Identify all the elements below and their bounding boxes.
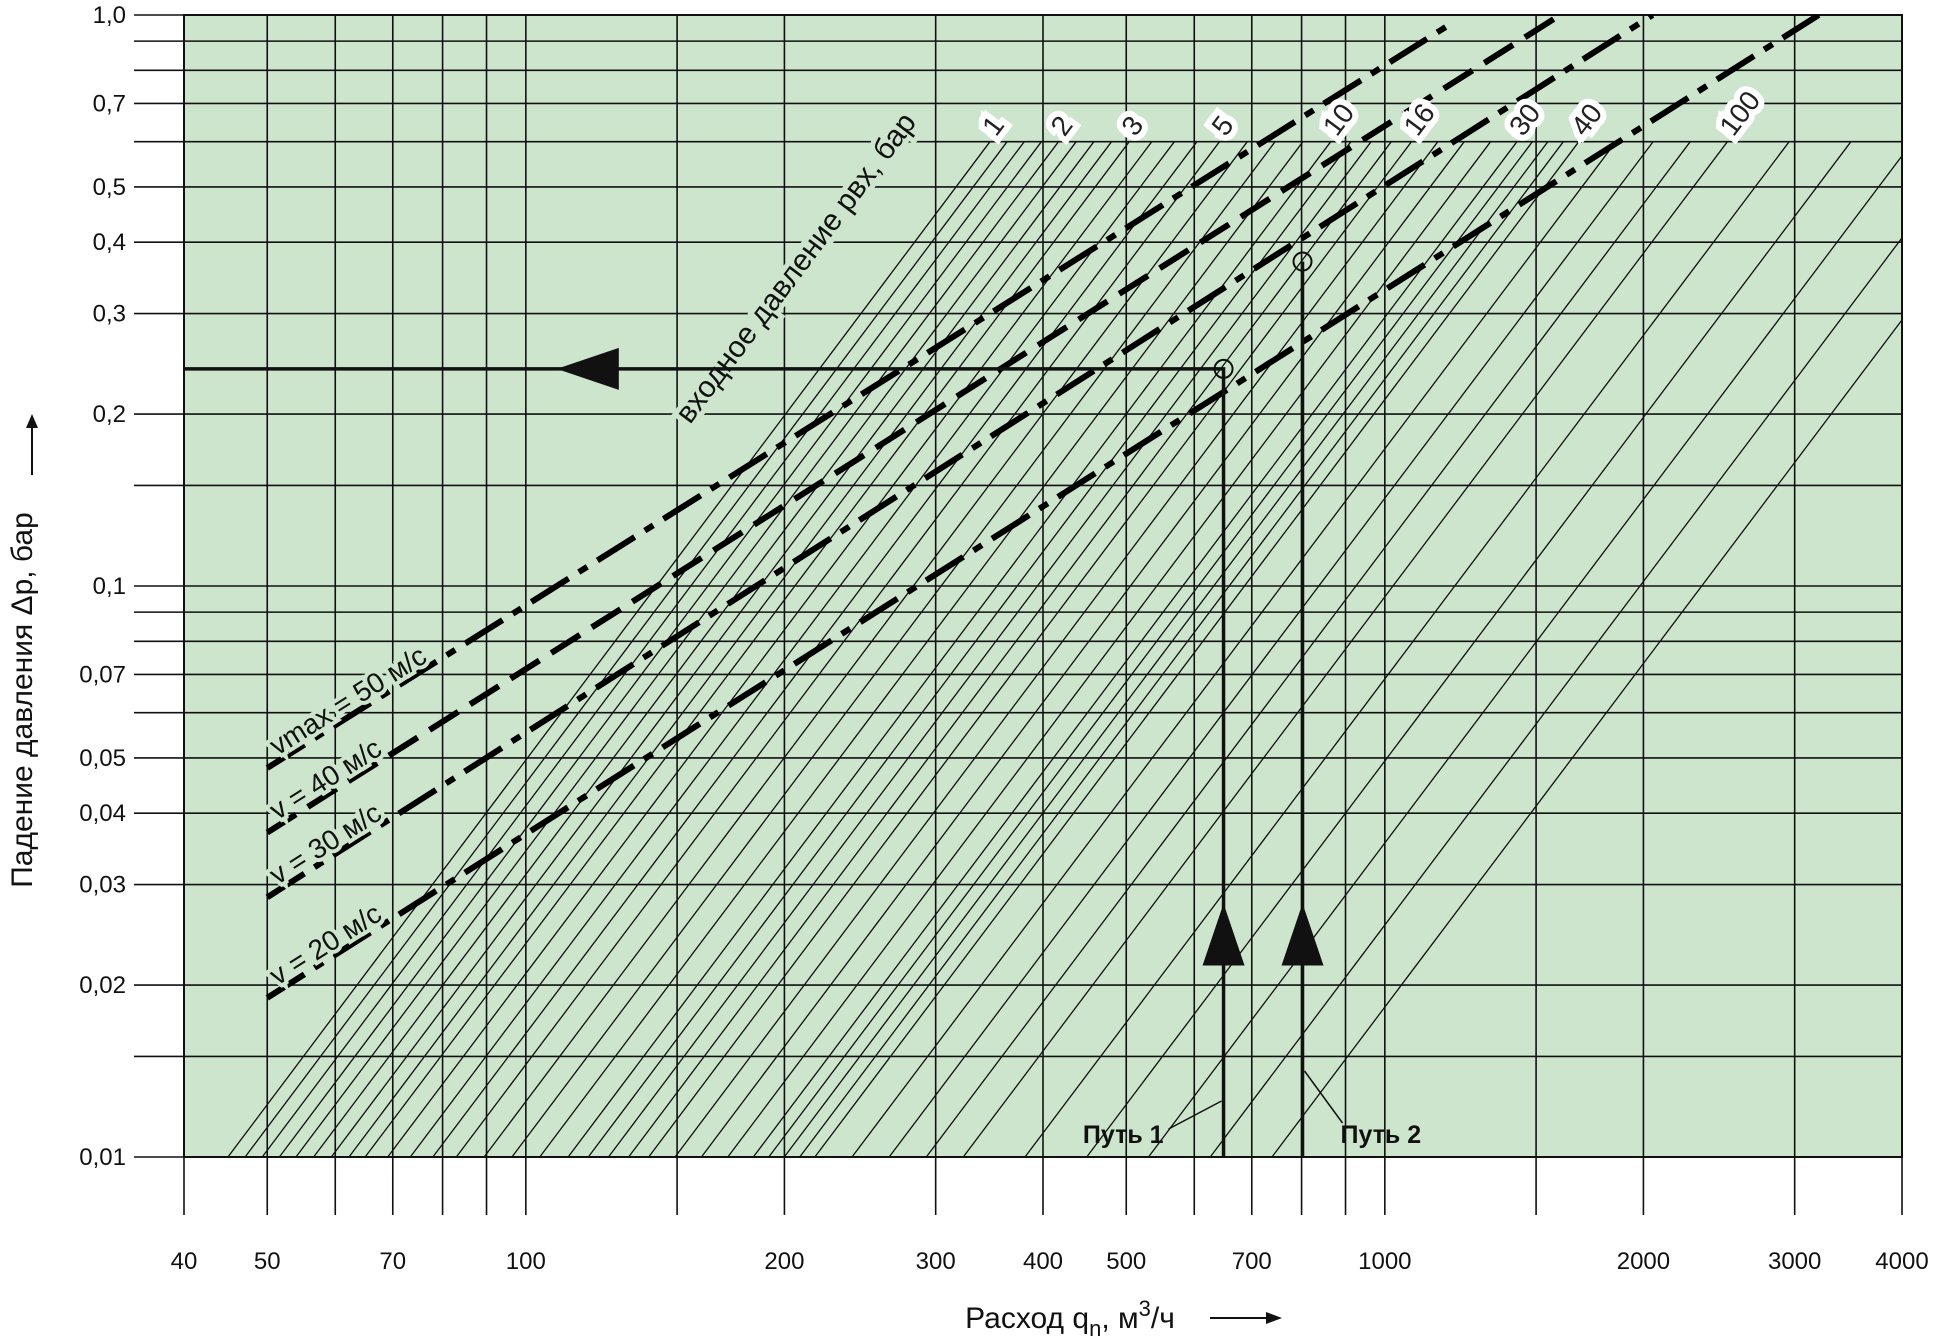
- minor-pressure-line: [700, 141, 1465, 1157]
- minor-pressure-line: [674, 141, 1439, 1157]
- path-arrowhead: [556, 347, 619, 390]
- minor-pressure-line: [587, 141, 1352, 1157]
- plot-border: [183, 14, 1903, 1158]
- path-point: [1292, 251, 1313, 272]
- y-tick-label: 0,5: [93, 174, 126, 201]
- minor-pressure-line: [768, 141, 1533, 1157]
- y-tick-label: 0,3: [93, 301, 126, 328]
- minor-pressure-line: [851, 141, 1617, 1157]
- x-title-part: /ч: [1151, 1302, 1175, 1335]
- pressure-line: [364, 141, 1130, 1157]
- x-tick-label: 3000: [1768, 1248, 1821, 1275]
- y-tick-label: 0,02: [79, 972, 126, 999]
- x-title-part: Расход q: [965, 1302, 1089, 1335]
- minor-pressure-line: [387, 141, 1153, 1157]
- minor-pressure-line: [607, 141, 1372, 1157]
- minor-pressure-line: [783, 141, 1549, 1157]
- path-line: [184, 367, 1226, 1157]
- minor-pressure-line: [278, 141, 1042, 1157]
- y-axis-title: Падение давления Δp, бар: [6, 512, 39, 888]
- minor-pressure-line: [799, 141, 1564, 1157]
- pressure-line: [648, 141, 1412, 1157]
- path-point: [1213, 358, 1234, 379]
- x-tick-label: 50: [254, 1248, 281, 1275]
- minor-pressure-line: [925, 141, 1691, 1157]
- x-tick-label: 40: [171, 1248, 198, 1275]
- x-axis-title: Расход qn, м3/ч: [965, 1296, 1175, 1340]
- path-leader: [1168, 1100, 1222, 1130]
- y-axis-arrowhead: [26, 414, 38, 428]
- minor-pressure-line: [727, 141, 1492, 1157]
- x-tick-label: 4000: [1875, 1248, 1928, 1275]
- y-tick-label: 0,2: [93, 401, 126, 428]
- x-tick-label: 200: [764, 1248, 804, 1275]
- x-tick-label: 300: [916, 1248, 956, 1275]
- pressure-line: [567, 141, 1332, 1157]
- y-tick-label: 0,05: [79, 745, 126, 772]
- pressure-line: [814, 141, 1580, 1157]
- velocity-line: [265, 15, 1821, 1001]
- x-tick-label: 2000: [1617, 1248, 1670, 1275]
- minor-pressure-line: [261, 141, 1025, 1157]
- minor-pressure-line: [483, 141, 1248, 1157]
- minor-pressure-line: [1024, 141, 1790, 1157]
- minor-pressure-line: [1086, 141, 1852, 1157]
- pressure-line: [752, 141, 1518, 1157]
- x-tick-label: 1000: [1358, 1248, 1411, 1275]
- x-title-part: , м: [1101, 1302, 1138, 1335]
- pressure-line: [227, 141, 991, 1157]
- minor-pressure-line: [539, 141, 1304, 1157]
- x-title-sup: 3: [1139, 1296, 1151, 1321]
- x-axis-arrowhead: [1266, 1312, 1282, 1324]
- pressure-line: [295, 141, 1060, 1157]
- minor-pressure-line: [1209, 236, 1902, 1157]
- x-tick-label: 500: [1106, 1248, 1146, 1275]
- minor-pressure-line: [888, 141, 1654, 1157]
- x-tick-label: 70: [379, 1248, 406, 1275]
- pressure-line: [962, 141, 1728, 1157]
- y-tick-label: 0,07: [79, 661, 126, 688]
- path-arrowhead: [1281, 903, 1324, 966]
- path-label: Путь 1: [1083, 1121, 1164, 1149]
- y-tick-label: 0,01: [79, 1144, 126, 1171]
- minor-pressure-line: [244, 141, 1008, 1157]
- path-arrowhead: [1202, 903, 1245, 966]
- path-label: Путь 2: [1341, 1121, 1422, 1149]
- minor-pressure-line: [511, 141, 1276, 1157]
- minor-pressure-line: [313, 141, 1077, 1157]
- x-title-sub: n: [1089, 1316, 1101, 1340]
- minor-pressure-line: [628, 141, 1392, 1157]
- y-tick-label: 1,0: [93, 2, 126, 29]
- y-tick-label: 0,7: [93, 90, 126, 117]
- y-tick-label: 0,1: [93, 573, 126, 600]
- x-tick-label: 400: [1023, 1248, 1063, 1275]
- minor-pressure-line: [1147, 154, 1902, 1157]
- minor-pressure-line: [330, 141, 1095, 1157]
- velocity-line: [265, 15, 1562, 836]
- y-tick-label: 0,04: [79, 800, 126, 827]
- velocity-line: [265, 15, 1655, 900]
- x-tick-label: 100: [506, 1248, 546, 1275]
- minor-pressure-line: [348, 141, 1113, 1157]
- y-tick-label: 0,4: [93, 229, 126, 256]
- x-tick-label: 700: [1232, 1248, 1272, 1275]
- minor-pressure-line: [409, 141, 1175, 1157]
- minor-pressure-line: [1271, 318, 1902, 1157]
- path-leader: [1303, 1070, 1344, 1124]
- y-tick-label: 0,03: [79, 872, 126, 899]
